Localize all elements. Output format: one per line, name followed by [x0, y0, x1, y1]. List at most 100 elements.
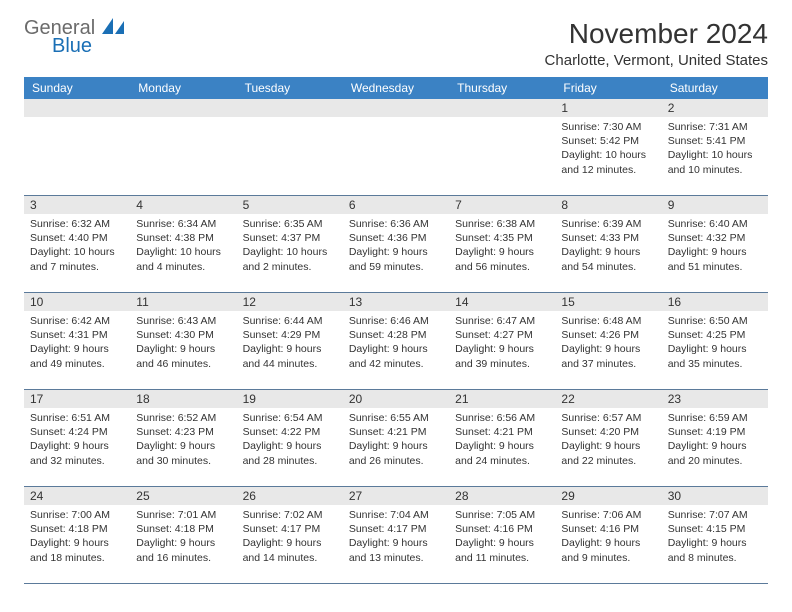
day-number: 23 [662, 390, 768, 408]
day-cell-text: Sunrise: 6:44 AMSunset: 4:29 PMDaylight:… [243, 314, 337, 371]
day-cell: Sunrise: 6:54 AMSunset: 4:22 PMDaylight:… [237, 408, 343, 486]
daylight-text: Daylight: 9 hours and 46 minutes. [136, 342, 230, 370]
day-number: 20 [343, 390, 449, 408]
day-number: 10 [24, 293, 130, 311]
sunset-text: Sunset: 4:27 PM [455, 328, 549, 342]
week-row: Sunrise: 6:32 AMSunset: 4:40 PMDaylight:… [24, 214, 768, 293]
weekday-header: Tuesday [237, 77, 343, 99]
sunrise-text: Sunrise: 7:00 AM [30, 508, 124, 522]
sunrise-text: Sunrise: 6:42 AM [30, 314, 124, 328]
sunrise-text: Sunrise: 6:59 AM [668, 411, 762, 425]
day-number: 15 [555, 293, 661, 311]
day-number: 1 [555, 99, 661, 117]
sunrise-text: Sunrise: 6:54 AM [243, 411, 337, 425]
day-cell-text: Sunrise: 6:34 AMSunset: 4:38 PMDaylight:… [136, 217, 230, 274]
day-number [24, 99, 130, 117]
daynum-row: 24252627282930 [24, 487, 768, 505]
daylight-text: Daylight: 9 hours and 18 minutes. [30, 536, 124, 564]
day-number: 22 [555, 390, 661, 408]
day-cell-text: Sunrise: 6:47 AMSunset: 4:27 PMDaylight:… [455, 314, 549, 371]
sunset-text: Sunset: 4:36 PM [349, 231, 443, 245]
sunrise-text: Sunrise: 6:56 AM [455, 411, 549, 425]
daynum-row: 12 [24, 99, 768, 117]
day-cell-text: Sunrise: 6:46 AMSunset: 4:28 PMDaylight:… [349, 314, 443, 371]
day-number: 24 [24, 487, 130, 505]
sunset-text: Sunset: 5:41 PM [668, 134, 762, 148]
day-cell: Sunrise: 6:34 AMSunset: 4:38 PMDaylight:… [130, 214, 236, 292]
sail-icon [102, 21, 124, 38]
sunset-text: Sunset: 4:18 PM [30, 522, 124, 536]
day-number: 3 [24, 196, 130, 214]
sunset-text: Sunset: 4:16 PM [455, 522, 549, 536]
sunrise-text: Sunrise: 7:01 AM [136, 508, 230, 522]
sunrise-text: Sunrise: 6:57 AM [561, 411, 655, 425]
sunset-text: Sunset: 4:40 PM [30, 231, 124, 245]
day-cell: Sunrise: 7:05 AMSunset: 4:16 PMDaylight:… [449, 505, 555, 583]
day-number: 4 [130, 196, 236, 214]
daylight-text: Daylight: 9 hours and 30 minutes. [136, 439, 230, 467]
day-number [130, 99, 236, 117]
sunrise-text: Sunrise: 6:39 AM [561, 217, 655, 231]
daynum-row: 10111213141516 [24, 293, 768, 311]
sunset-text: Sunset: 4:23 PM [136, 425, 230, 439]
day-number: 16 [662, 293, 768, 311]
daynum-row: 17181920212223 [24, 390, 768, 408]
sunset-text: Sunset: 4:19 PM [668, 425, 762, 439]
day-cell-text: Sunrise: 6:54 AMSunset: 4:22 PMDaylight:… [243, 411, 337, 468]
location-subtitle: Charlotte, Vermont, United States [545, 52, 768, 69]
daylight-text: Daylight: 9 hours and 26 minutes. [349, 439, 443, 467]
day-cell-text: Sunrise: 7:06 AMSunset: 4:16 PMDaylight:… [561, 508, 655, 565]
sunset-text: Sunset: 4:20 PM [561, 425, 655, 439]
month-title: November 2024 [545, 18, 768, 50]
weekday-header-row: SundayMondayTuesdayWednesdayThursdayFrid… [24, 77, 768, 99]
daylight-text: Daylight: 10 hours and 12 minutes. [561, 148, 655, 176]
sunset-text: Sunset: 4:28 PM [349, 328, 443, 342]
sunrise-text: Sunrise: 7:30 AM [561, 120, 655, 134]
day-cell [237, 117, 343, 195]
sunrise-text: Sunrise: 6:51 AM [30, 411, 124, 425]
day-cell-text: Sunrise: 6:35 AMSunset: 4:37 PMDaylight:… [243, 217, 337, 274]
sunset-text: Sunset: 4:37 PM [243, 231, 337, 245]
daylight-text: Daylight: 9 hours and 37 minutes. [561, 342, 655, 370]
day-number: 11 [130, 293, 236, 311]
day-cell-text: Sunrise: 6:57 AMSunset: 4:20 PMDaylight:… [561, 411, 655, 468]
day-cell: Sunrise: 6:44 AMSunset: 4:29 PMDaylight:… [237, 311, 343, 389]
day-number: 29 [555, 487, 661, 505]
day-cell: Sunrise: 7:31 AMSunset: 5:41 PMDaylight:… [662, 117, 768, 195]
sunrise-text: Sunrise: 7:31 AM [668, 120, 762, 134]
sunrise-text: Sunrise: 6:34 AM [136, 217, 230, 231]
daylight-text: Daylight: 9 hours and 42 minutes. [349, 342, 443, 370]
daylight-text: Daylight: 9 hours and 35 minutes. [668, 342, 762, 370]
day-cell-text: Sunrise: 7:07 AMSunset: 4:15 PMDaylight:… [668, 508, 762, 565]
daylight-text: Daylight: 9 hours and 11 minutes. [455, 536, 549, 564]
weekday-header: Monday [130, 77, 236, 99]
sunset-text: Sunset: 4:16 PM [561, 522, 655, 536]
daylight-text: Daylight: 9 hours and 39 minutes. [455, 342, 549, 370]
daylight-text: Daylight: 9 hours and 9 minutes. [561, 536, 655, 564]
sunrise-text: Sunrise: 6:44 AM [243, 314, 337, 328]
daylight-text: Daylight: 9 hours and 24 minutes. [455, 439, 549, 467]
daylight-text: Daylight: 9 hours and 22 minutes. [561, 439, 655, 467]
daylight-text: Daylight: 10 hours and 2 minutes. [243, 245, 337, 273]
day-cell: Sunrise: 6:47 AMSunset: 4:27 PMDaylight:… [449, 311, 555, 389]
daylight-text: Daylight: 10 hours and 7 minutes. [30, 245, 124, 273]
sunset-text: Sunset: 4:26 PM [561, 328, 655, 342]
weekday-header: Saturday [662, 77, 768, 99]
day-cell: Sunrise: 6:36 AMSunset: 4:36 PMDaylight:… [343, 214, 449, 292]
sunrise-text: Sunrise: 7:02 AM [243, 508, 337, 522]
sunset-text: Sunset: 4:18 PM [136, 522, 230, 536]
daylight-text: Daylight: 9 hours and 28 minutes. [243, 439, 337, 467]
day-number: 7 [449, 196, 555, 214]
sunset-text: Sunset: 4:33 PM [561, 231, 655, 245]
day-cell [24, 117, 130, 195]
day-cell [130, 117, 236, 195]
sunset-text: Sunset: 5:42 PM [561, 134, 655, 148]
week-row: Sunrise: 7:30 AMSunset: 5:42 PMDaylight:… [24, 117, 768, 196]
day-number [449, 99, 555, 117]
day-cell-text: Sunrise: 6:32 AMSunset: 4:40 PMDaylight:… [30, 217, 124, 274]
daylight-text: Daylight: 9 hours and 56 minutes. [455, 245, 549, 273]
day-cell [449, 117, 555, 195]
sunrise-text: Sunrise: 6:36 AM [349, 217, 443, 231]
day-cell: Sunrise: 6:48 AMSunset: 4:26 PMDaylight:… [555, 311, 661, 389]
daylight-text: Daylight: 9 hours and 16 minutes. [136, 536, 230, 564]
